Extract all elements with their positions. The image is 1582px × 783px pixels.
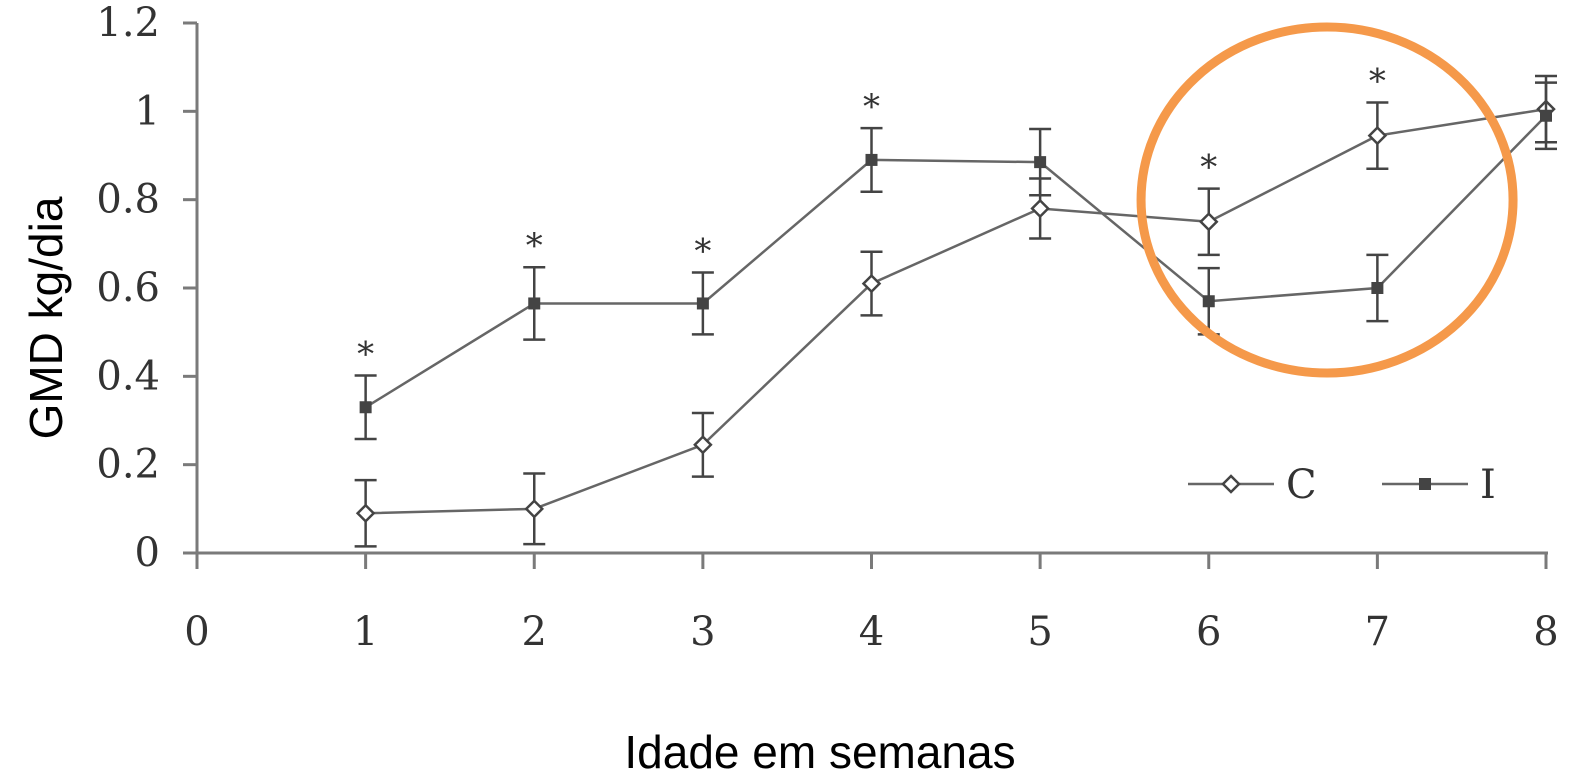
significance-star: * [863, 87, 880, 127]
data-point-c [524, 499, 545, 519]
highlight-circle [1136, 22, 1518, 378]
y-tick-label: 0.6 [96, 265, 160, 311]
data-point-c [693, 435, 713, 455]
x-tick-label: 8 [1533, 609, 1558, 655]
y-ticks: 0 0.2 0.4 0.6 0.8 1 1.2 [96, 0, 197, 576]
series-line-i [364, 114, 1547, 409]
y-axis-title: GMD kg/dia [20, 196, 72, 439]
data-point-c [1367, 125, 1388, 146]
data-point-i [696, 297, 709, 310]
data-point-i [1419, 478, 1431, 490]
x-tick-label: 2 [522, 609, 547, 655]
significance-star: * [1200, 148, 1217, 188]
legend-label: C [1286, 462, 1317, 508]
legend-item-i: I [1382, 462, 1496, 508]
y-tick-label: 1.2 [96, 0, 160, 46]
significance-markers: * * * * * * [357, 62, 1386, 375]
legend-item-c: C [1188, 462, 1317, 508]
series-line-c [365, 107, 1547, 515]
data-point-i [1371, 282, 1384, 294]
x-tick-label: 7 [1365, 609, 1390, 655]
x-tick-label: 6 [1196, 609, 1221, 655]
data-point-i [359, 401, 372, 414]
y-tick-label: 0.8 [96, 177, 160, 223]
x-axis-title: Idade em semanas [624, 726, 1015, 778]
x-tick-label: 5 [1027, 609, 1052, 655]
data-point-i [528, 297, 541, 310]
x-ticks: 0 1 2 3 4 5 6 7 8 [184, 553, 1559, 655]
data-point-i [1034, 156, 1047, 169]
data-point-i [865, 153, 878, 166]
data-point-c [1221, 474, 1241, 494]
y-tick-label: 0 [135, 530, 160, 576]
data-point-c [1030, 198, 1050, 219]
data-point-c [861, 273, 882, 294]
y-tick-label: 0.4 [96, 353, 160, 399]
significance-star: * [357, 334, 374, 374]
data-point-c [355, 503, 376, 524]
x-tick-label: 0 [184, 609, 209, 655]
significance-star: * [1369, 62, 1386, 102]
series-i [354, 81, 1557, 441]
significance-star: * [526, 226, 543, 266]
series-layer [354, 74, 1557, 548]
x-tick-label: 4 [859, 609, 884, 655]
data-point-c [1198, 211, 1219, 232]
y-tick-label: 0.2 [96, 442, 160, 488]
data-point-i [1202, 295, 1215, 308]
significance-star: * [694, 232, 711, 272]
legend-label: I [1480, 462, 1496, 508]
data-point-i [1540, 109, 1552, 122]
y-tick-label: 1 [135, 88, 160, 134]
x-tick-label: 3 [690, 609, 715, 655]
x-tick-label: 1 [353, 609, 378, 655]
